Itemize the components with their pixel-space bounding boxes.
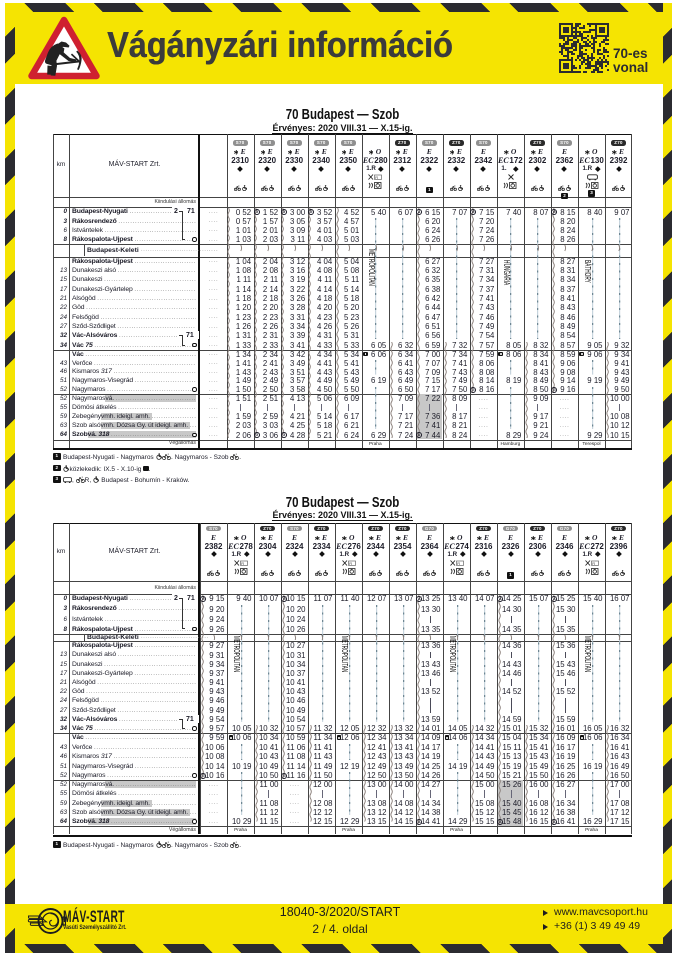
svg-text:R: R — [241, 560, 244, 565]
svg-text:R: R — [457, 560, 460, 565]
svg-text:R: R — [376, 175, 379, 180]
svg-text:R: R — [349, 560, 352, 565]
svg-text:R: R — [592, 560, 595, 565]
